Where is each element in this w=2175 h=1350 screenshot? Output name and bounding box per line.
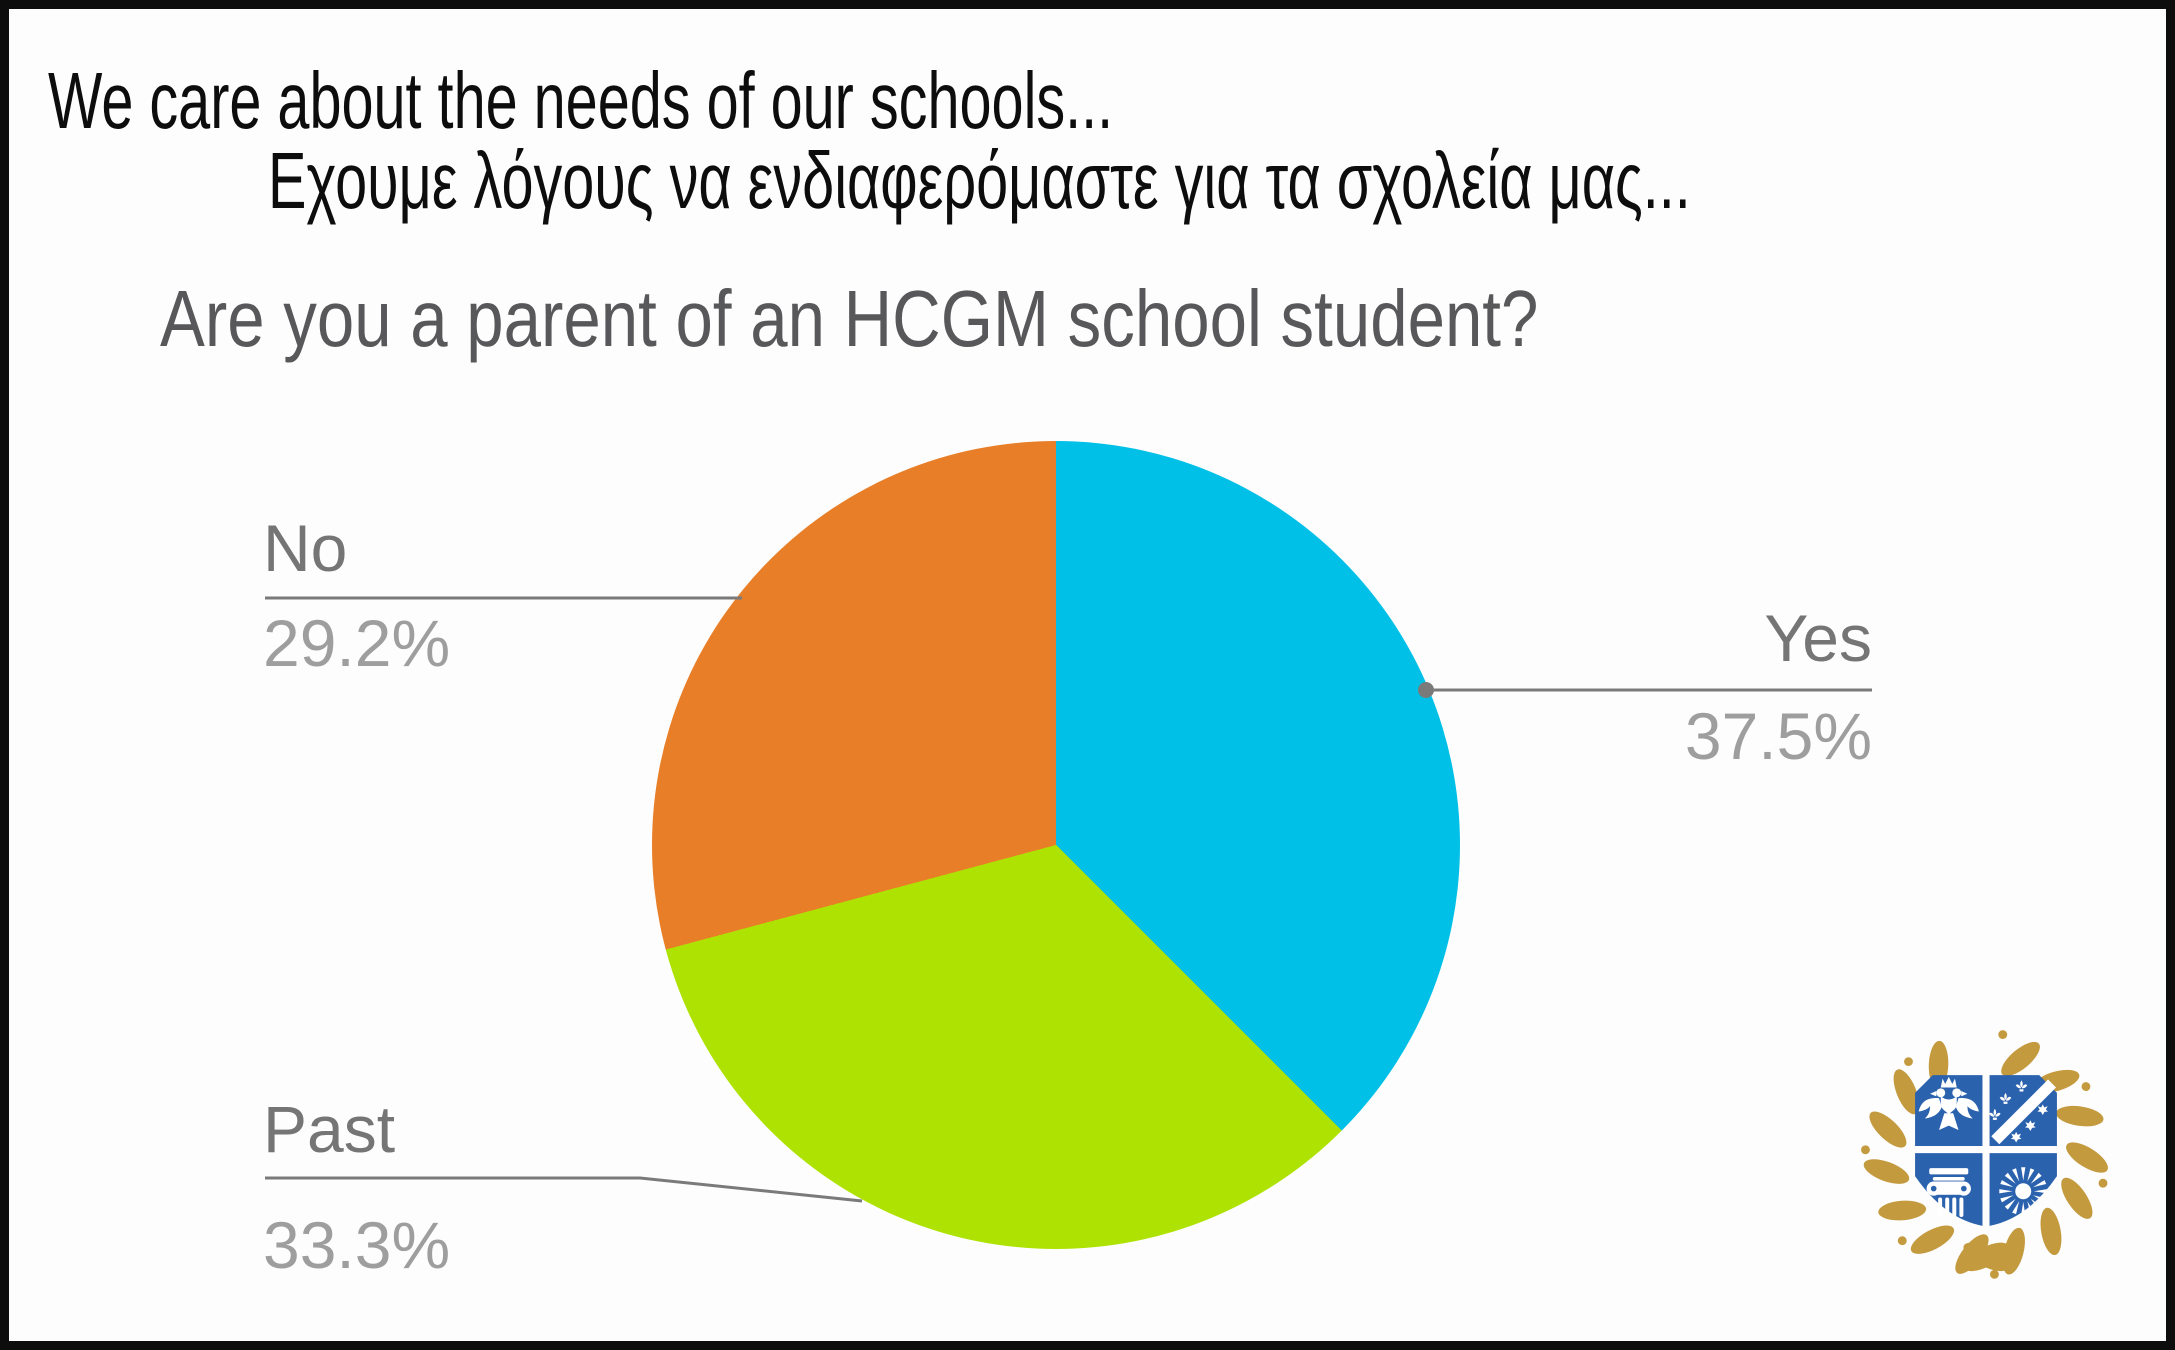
ionic-column-icon xyxy=(1926,1168,1971,1217)
value-no: 29.2% xyxy=(263,606,451,680)
value-past: 33.3% xyxy=(263,1208,451,1282)
hcgm-logo xyxy=(1857,1027,2114,1283)
fleur-de-lis-and-maple-icons xyxy=(1989,1079,2057,1145)
value-yes: 37.5% xyxy=(1684,699,1872,773)
label-yes: Yes xyxy=(1764,601,1872,675)
vergina-sun-icon xyxy=(1999,1167,2048,1216)
label-no: No xyxy=(263,511,348,585)
laurel-wreath-icon xyxy=(1857,1027,2114,1283)
leader-line-past xyxy=(265,1176,863,1203)
chart-question: Are you a parent of an HCGM school stude… xyxy=(160,274,1539,363)
pie-chart xyxy=(652,441,1460,1249)
double-headed-eagle-icon xyxy=(1918,1076,1979,1131)
title-english: We care about the needs of our schools..… xyxy=(48,56,1114,145)
label-past: Past xyxy=(263,1092,396,1166)
title-greek: Εχουμε λόγους να ενδιαφερόμαστε για τα σ… xyxy=(268,136,1691,225)
